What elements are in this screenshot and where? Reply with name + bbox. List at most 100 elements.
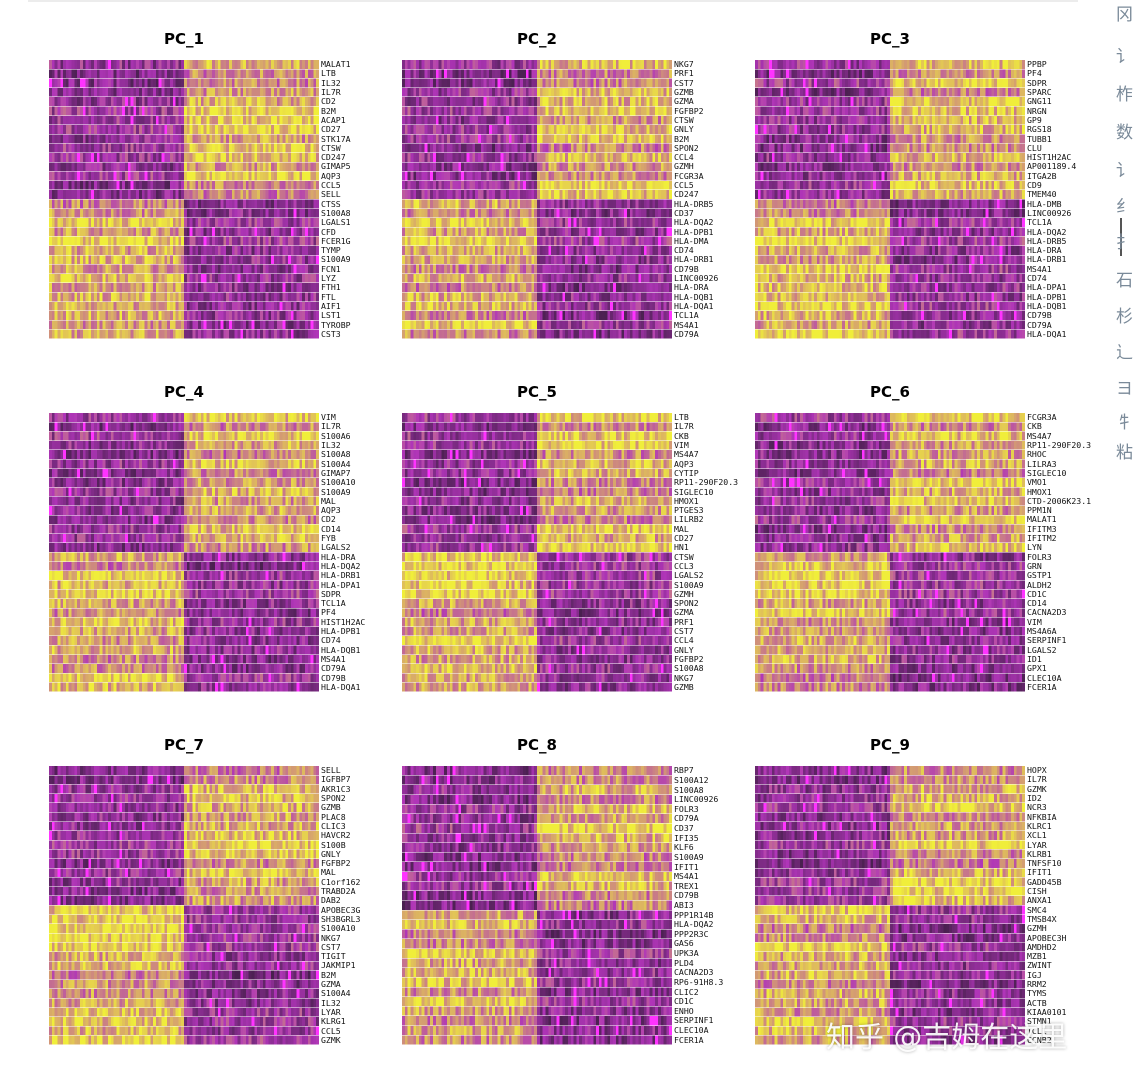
heatmap-cell [313,125,317,134]
heatmap-cell [217,199,221,209]
heatmap-cell [643,106,647,116]
heatmap-cell [290,301,294,311]
heatmap-cell [537,190,541,199]
heatmap-cell [124,311,129,320]
heatmap-cell [122,292,126,302]
heatmap-cell [91,97,95,106]
heatmap-row [49,246,319,255]
heatmap-cell [500,218,504,227]
heatmap-cell [226,255,230,265]
heatmap-cell [410,134,414,144]
heatmap-cell [209,236,213,246]
heatmap-cell [271,143,275,153]
heatmap-cell [79,125,84,134]
heatmap-cell [455,180,459,190]
heatmap-cell [243,255,247,265]
heatmap-cell [461,246,465,255]
heatmap-cell [259,199,264,209]
heatmap-cell [276,255,280,265]
heatmap-cell [302,246,306,255]
heatmap-cell [119,199,123,209]
heatmap-cell [537,87,541,97]
heatmap-cell [570,162,574,172]
heatmap-cell [240,69,244,79]
heatmap-cell [282,246,286,255]
heatmap-cell [310,199,314,209]
heatmap-cell [508,78,512,88]
heatmap-cell [621,227,625,237]
heatmap-cell [206,218,210,227]
heatmap-cell [237,292,241,302]
heatmap-cell [522,199,527,209]
heatmap-cell [304,273,309,283]
heatmap-cell [282,162,286,172]
heatmap-cell [279,78,283,88]
heatmap-cell [424,180,428,190]
heatmap-cell [195,153,199,162]
heatmap-cell [276,143,280,153]
heatmap-cell [259,320,264,330]
heatmap-cell [477,218,482,227]
heatmap-cell [579,78,583,88]
heatmap-cell [517,246,521,255]
heatmap-cell [655,199,659,209]
heatmap-cell [475,162,479,172]
heatmap-cell [68,255,72,265]
heatmap-cell [184,162,188,172]
heatmap-cell [51,60,55,69]
heatmap-cell [310,320,314,330]
heatmap-cell [565,153,569,162]
heatmap-cell [472,115,476,125]
heatmap-cell [304,208,309,218]
heatmap-cell [553,218,557,227]
heatmap-cell [88,143,92,153]
heatmap-cell [82,246,86,255]
heatmap-cell [189,283,193,292]
heatmap-cell [618,171,622,181]
heatmap-cell [79,301,84,311]
heatmap-cell [296,171,300,181]
heatmap-cell [632,227,636,237]
heatmap-cell [150,162,154,172]
heatmap-cell [514,97,518,106]
heatmap-cell [136,273,140,283]
heatmap-cell [254,301,258,311]
heatmap-cell [307,180,311,190]
heatmap-cell [268,106,272,116]
heatmap-cell [551,180,555,190]
heatmap-cell [220,283,224,292]
heatmap-panel: PC_2 NKG7 PRF1 CST7 GZMB GZMA FGFBP2 CTSW GNLY B2… [402,30,762,360]
heatmap-cell [288,69,292,79]
heatmap-cell [96,218,100,227]
heatmap-cell [119,115,123,125]
heatmap-cell [209,218,213,227]
heatmap-cell [226,199,230,209]
heatmap-cell [590,134,594,144]
heatmap-cell [313,283,317,292]
heatmap-cell [302,199,306,209]
heatmap-cell [257,78,261,88]
heatmap-cell [584,190,588,199]
heatmap-cell [463,190,467,199]
heatmap-cell [110,171,114,181]
heatmap-cell [404,106,408,116]
heatmap-cell [130,60,134,69]
heatmap-cell [288,236,292,246]
heatmap-cell [51,283,55,292]
heatmap-cell [299,311,303,320]
heatmap-cell [153,264,157,274]
gene-label: AQP3 [321,171,341,181]
heatmap-cell [576,236,580,246]
heatmap-cell [102,190,106,199]
heatmap-cell [209,264,213,274]
heatmap-cell [553,143,557,153]
heatmap-cell [313,78,317,88]
heatmap-cell [587,218,591,227]
heatmap-cell [161,199,165,209]
heatmap-row [49,60,319,69]
heatmap-cell [172,171,176,181]
heatmap-cell [150,264,154,274]
heatmap-cell [302,106,306,116]
heatmap-cell [629,60,633,69]
heatmap-cell [257,171,261,181]
